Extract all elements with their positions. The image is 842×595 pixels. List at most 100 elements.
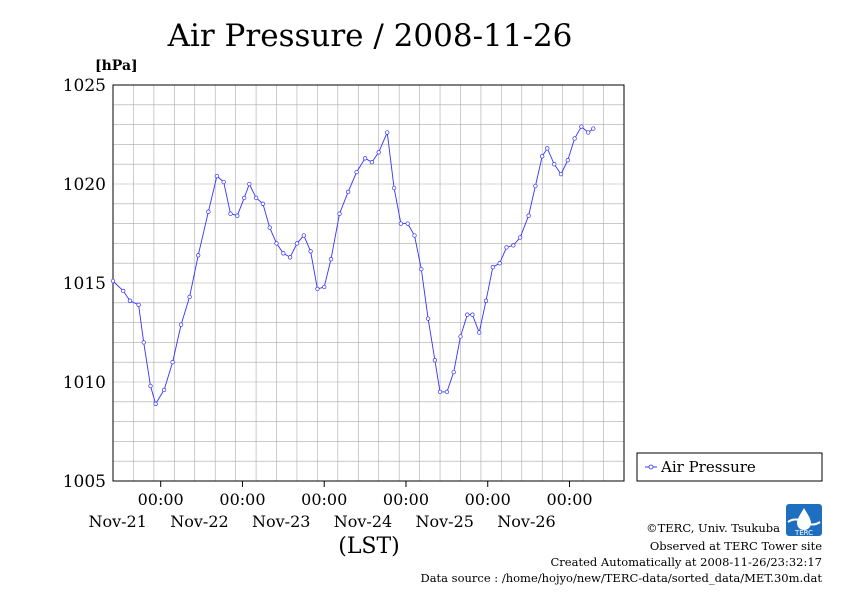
data-point — [437, 389, 443, 395]
data-point — [412, 233, 417, 238]
data-point — [490, 265, 495, 270]
data-point — [315, 286, 320, 292]
data-point — [178, 322, 184, 327]
data-point — [337, 211, 342, 216]
data-point — [221, 179, 226, 185]
data-point — [451, 369, 456, 375]
data-point — [170, 360, 175, 365]
data-point — [136, 302, 141, 307]
data-point — [354, 169, 359, 175]
data-point — [127, 298, 133, 303]
data-point — [405, 221, 410, 226]
data-point — [187, 294, 192, 300]
x-tick-time-label: 00:00 — [219, 490, 265, 509]
data-point — [253, 195, 259, 201]
legend-box — [636, 452, 823, 482]
data-point — [196, 253, 201, 258]
data-point — [294, 241, 300, 246]
data-point — [391, 185, 397, 191]
data-point — [558, 171, 564, 177]
x-tick-time-label: 00:00 — [546, 490, 592, 509]
data-point — [242, 195, 247, 201]
data-point — [483, 298, 489, 303]
data-point — [432, 358, 438, 363]
data-point — [477, 330, 482, 335]
data-point — [153, 401, 158, 406]
data-point — [526, 213, 531, 218]
data-point — [444, 389, 450, 395]
data-point — [362, 156, 368, 161]
data-point — [228, 211, 233, 216]
data-point — [281, 251, 286, 256]
data-point — [572, 136, 577, 141]
y-tick-label: 1020 — [63, 175, 106, 195]
x-tick-date-label: Nov-26 — [497, 512, 555, 531]
data-point — [540, 154, 545, 159]
data-point — [591, 126, 596, 131]
y-tick-label: 1015 — [63, 274, 106, 294]
x-tick-date-label: Nov-25 — [416, 512, 474, 531]
legend-marker — [648, 464, 654, 470]
data-point — [458, 334, 463, 339]
data-point — [328, 257, 334, 262]
legend-label: Air Pressure — [660, 458, 756, 476]
data-point — [376, 150, 381, 155]
x-tick-time-label: 00:00 — [383, 490, 429, 509]
data-point — [419, 266, 424, 272]
data-point — [267, 225, 272, 230]
x-tick-date-label: Nov-23 — [252, 512, 310, 531]
data-point — [206, 209, 211, 214]
data-point — [235, 213, 240, 218]
y-tick-label: 1025 — [63, 76, 106, 96]
data-point — [110, 278, 116, 284]
y-axis: 1005 1010 1015 1020 1025 — [63, 76, 106, 492]
data-point — [385, 130, 390, 135]
data-point — [470, 312, 475, 317]
data-point — [214, 173, 220, 179]
data-point — [161, 387, 167, 393]
data-point — [552, 162, 557, 167]
logo-text: TERC — [794, 529, 813, 537]
data-point — [517, 235, 523, 240]
x-tick-time-label: 00:00 — [301, 490, 347, 509]
data-point — [345, 189, 351, 195]
data-point — [545, 146, 550, 151]
data-point — [565, 158, 570, 163]
data-point — [511, 243, 516, 248]
x-tick-date-label: Nov-22 — [170, 512, 228, 531]
data-point — [301, 233, 306, 238]
data-point — [497, 261, 502, 266]
data-point — [274, 241, 279, 246]
x-tick-time-label: 00:00 — [138, 490, 184, 509]
credits: ©TERC, Univ. Tsukuba Observed at TERC To… — [420, 521, 822, 585]
data-point — [121, 288, 126, 294]
data-point — [369, 160, 375, 165]
grid — [113, 85, 624, 481]
logo-wave — [787, 518, 821, 526]
data-point — [579, 124, 584, 129]
series-air-pressure — [110, 124, 596, 406]
chart-title: Air Pressure / 2008-11-26 — [167, 18, 573, 54]
data-point — [398, 221, 404, 226]
data-point — [141, 340, 146, 345]
data-point — [586, 130, 591, 135]
credit-observed: Observed at TERC Tower site — [650, 539, 822, 553]
credit-created: Created Automatically at 2008-11-26/23:3… — [551, 555, 823, 569]
data-point — [465, 312, 470, 317]
x-axis-label: (LST) — [338, 534, 400, 559]
x-tick-time-label: 00:00 — [465, 490, 511, 509]
data-point — [247, 181, 252, 187]
y-tick-label: 1005 — [63, 472, 106, 492]
data-point — [308, 249, 313, 254]
data-point — [322, 284, 327, 290]
y-tick-label: 1010 — [63, 373, 106, 393]
data-point — [533, 183, 538, 189]
data-point — [504, 245, 509, 250]
x-tick-date-label: Nov-24 — [334, 512, 392, 531]
data-point — [148, 383, 153, 389]
data-point — [260, 201, 266, 206]
data-point — [287, 255, 293, 260]
x-tick-date-label: Nov-21 — [88, 512, 146, 531]
legend: Air Pressure — [636, 452, 823, 482]
